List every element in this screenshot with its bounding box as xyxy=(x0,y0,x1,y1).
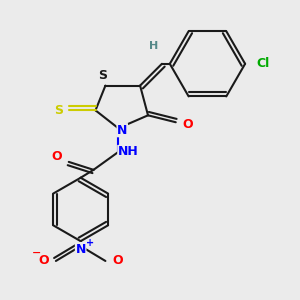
Text: H: H xyxy=(149,41,159,51)
Text: O: O xyxy=(39,254,49,268)
Text: N: N xyxy=(76,243,86,256)
Text: Cl: Cl xyxy=(256,57,270,70)
Text: +: + xyxy=(85,238,94,248)
Text: S: S xyxy=(98,69,107,82)
Text: O: O xyxy=(52,150,62,164)
Text: O: O xyxy=(112,254,123,268)
Text: S: S xyxy=(54,104,63,117)
Text: N: N xyxy=(117,124,128,137)
Text: −: − xyxy=(32,248,41,258)
Text: O: O xyxy=(182,118,193,131)
Text: NH: NH xyxy=(118,146,139,158)
